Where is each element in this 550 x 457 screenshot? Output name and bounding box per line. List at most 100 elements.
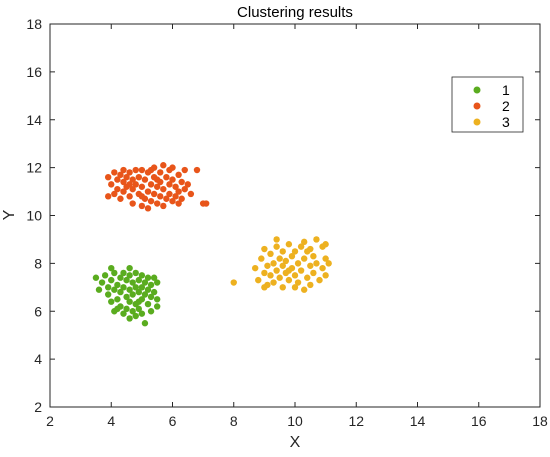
x-axis: 2 4 6 8 10 12 14 16 18 [46,24,548,429]
data-point-cluster-3 [307,245,314,253]
data-point-cluster-1 [153,303,161,310]
data-point-cluster-1 [138,310,146,317]
y-tick-label: 8 [34,255,42,271]
data-point-cluster-1 [101,272,109,279]
data-point-cluster-2 [104,193,112,200]
data-point-cluster-1 [138,284,146,291]
x-axis-title: X [290,434,301,451]
data-point-cluster-3 [267,250,274,257]
data-point-cluster-2 [160,185,167,193]
data-point-cluster-3 [255,276,262,284]
data-point-cluster-2 [126,169,133,176]
data-point-cluster-2 [135,174,143,181]
data-point-cluster-2 [193,166,201,174]
data-point-cluster-1 [95,286,103,293]
data-point-cluster-2 [157,193,164,200]
x-tick-label: 4 [107,413,115,429]
data-point-cluster-1 [123,293,130,301]
data-point-cluster-1 [132,312,139,320]
y-tick-label: 6 [34,303,42,319]
data-point-cluster-3 [273,267,280,274]
data-point-cluster-1 [114,305,121,313]
data-point-cluster-3 [322,241,329,248]
data-point-cluster-3 [310,269,317,277]
data-point-cluster-2 [138,183,146,190]
data-point-cluster-3 [300,255,308,262]
data-point-cluster-3 [291,272,299,279]
data-point-cluster-2 [129,200,136,207]
legend-marker-1 [473,86,481,94]
legend: 123 [451,76,524,133]
data-point-cluster-2 [153,183,161,190]
data-point-cluster-2 [126,193,133,200]
data-point-cluster-1 [120,269,127,277]
data-point-cluster-2 [147,197,155,205]
data-point-cluster-1 [132,284,139,291]
x-tick-label: 2 [46,413,54,429]
data-point-cluster-2 [108,181,115,188]
y-tick-label: 10 [26,208,42,224]
data-point-cluster-3 [316,276,323,284]
data-point-cluster-3 [282,257,290,265]
x-tick-label: 18 [532,413,548,429]
data-point-cluster-3 [261,269,268,277]
data-point-cluster-3 [291,248,299,255]
data-point-cluster-1 [129,308,136,315]
x-tick-label: 8 [230,413,238,429]
data-point-cluster-2 [104,174,112,181]
data-point-cluster-2 [114,185,121,193]
data-point-cluster-1 [120,284,127,291]
data-point-cluster-3 [285,267,293,274]
data-point-cluster-1 [92,274,100,281]
data-point-cluster-2 [111,190,118,198]
data-point-cluster-2 [181,166,188,174]
data-point-cluster-1 [135,305,143,313]
y-tick-label: 18 [26,16,42,32]
data-point-cluster-2 [138,193,146,200]
legend-label-1: 1 [502,82,510,98]
y-tick-label: 12 [26,160,42,176]
data-point-cluster-1 [126,315,133,322]
data-point-cluster-2 [169,176,176,183]
data-point-cluster-2 [202,200,210,207]
data-point-cluster-2 [150,190,158,198]
data-points [92,162,332,327]
data-point-cluster-1 [141,320,149,327]
data-point-cluster-1 [120,310,127,317]
data-point-cluster-3 [264,262,271,269]
data-point-cluster-3 [322,255,329,262]
data-point-cluster-2 [138,166,146,174]
data-point-cluster-2 [120,178,127,186]
data-point-cluster-2 [132,181,139,188]
data-point-cluster-3 [307,262,314,269]
chart-title: Clustering results [237,4,353,21]
data-point-cluster-1 [114,296,121,303]
data-point-cluster-1 [138,272,146,279]
data-point-cluster-2 [153,200,161,207]
data-point-cluster-1 [150,288,158,296]
data-point-cluster-2 [120,166,127,174]
data-point-cluster-3 [310,252,317,260]
data-point-cluster-3 [279,248,286,255]
data-point-cluster-1 [147,308,155,315]
data-point-cluster-3 [261,245,268,253]
data-point-cluster-2 [172,193,179,200]
data-point-cluster-1 [108,276,115,284]
data-point-cluster-3 [276,255,283,262]
data-point-cluster-1 [147,293,155,301]
data-point-cluster-3 [261,284,268,291]
data-point-cluster-1 [144,274,152,281]
data-point-cluster-3 [297,243,305,250]
data-point-cluster-3 [291,284,299,291]
data-point-cluster-2 [160,202,167,210]
data-point-cluster-1 [135,288,143,296]
data-point-cluster-3 [285,241,293,248]
data-point-cluster-3 [285,276,293,284]
data-point-cluster-3 [251,264,259,272]
data-point-cluster-1 [132,269,139,277]
data-point-cluster-1 [153,279,161,286]
data-point-cluster-2 [147,181,155,188]
data-point-cluster-2 [117,171,124,179]
data-point-cluster-3 [319,264,326,272]
